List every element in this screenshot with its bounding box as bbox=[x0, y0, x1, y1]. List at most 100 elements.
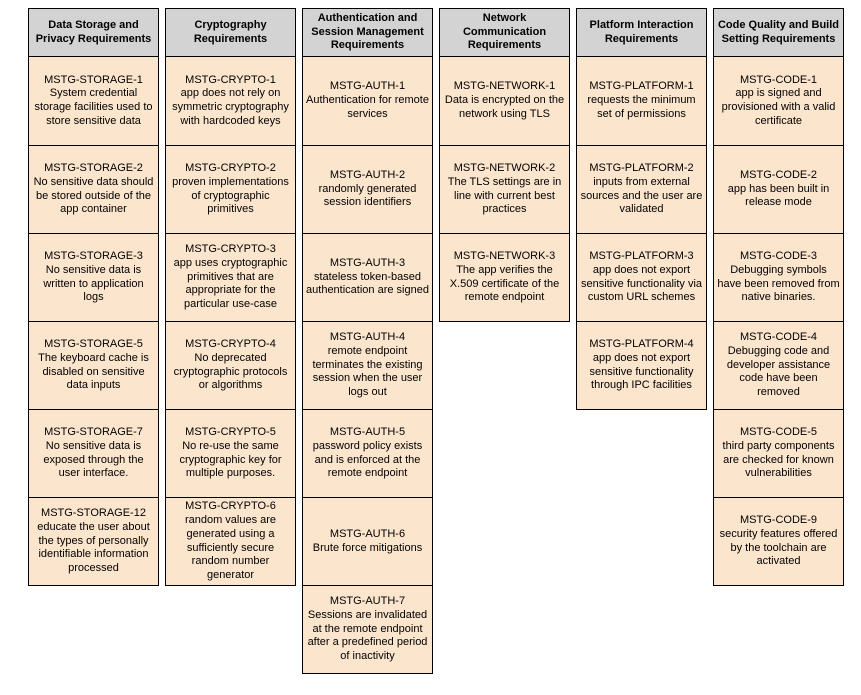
requirement-id: MSTG-STORAGE-7 bbox=[44, 426, 143, 438]
requirement-cell: MSTG-PLATFORM-2 inputs from external sour… bbox=[577, 145, 706, 233]
requirement-id: MSTG-CRYPTO-2 bbox=[185, 162, 276, 174]
requirement-text: No sensitive data is written to applicat… bbox=[43, 263, 144, 304]
requirement-cell: MSTG-CODE-3 Debugging symbols have been r… bbox=[714, 233, 843, 321]
requirement-text: app is signed and provisioned with a val… bbox=[721, 87, 836, 127]
requirement-text: inputs from external sources and the use… bbox=[580, 175, 703, 216]
requirement-text: app uses cryptographic primitives that a… bbox=[173, 256, 288, 311]
requirement-cell: MSTG-NETWORK-2 The TLS settings are in li… bbox=[440, 145, 569, 233]
requirement-id: MSTG-STORAGE-1 bbox=[44, 73, 143, 86]
requirement-cell: MSTG-PLATFORM-1 requests the minimum set … bbox=[577, 57, 706, 145]
column-header: Data Storage and Privacy Requirements bbox=[29, 9, 158, 57]
requirement-cell: MSTG-CODE-2 app has been built in release… bbox=[714, 145, 843, 233]
requirement-text: randomly generated session identifiers bbox=[318, 182, 417, 209]
requirement-cell: MSTG-CRYPTO-5 No re-use the same cryptogr… bbox=[166, 409, 295, 497]
requirement-text: Debugging symbols have been removed from… bbox=[717, 263, 840, 304]
requirement-cell: MSTG-AUTH-4 remote endpoint terminates th… bbox=[303, 321, 432, 409]
requirement-text: Brute force mitigations bbox=[312, 541, 423, 554]
column-header: Code Quality and Build Setting Requireme… bbox=[714, 9, 843, 57]
requirement-id: MSTG-PLATFORM-4 bbox=[589, 338, 694, 350]
requirement-id: MSTG-CODE-1 bbox=[740, 73, 817, 86]
requirement-text: proven implementations of cryptographic … bbox=[172, 175, 289, 216]
requirement-text: The app verifies the X.509 certificate o… bbox=[449, 263, 560, 304]
requirement-text: No deprecated cryptographic protocols or… bbox=[173, 351, 288, 392]
requirements-diagram: Data Storage and Privacy Requirements MST… bbox=[28, 8, 844, 674]
requirement-id: MSTG-CODE-5 bbox=[740, 426, 817, 438]
column-header: Network Communication Requirements bbox=[440, 9, 569, 57]
requirement-cell: MSTG-PLATFORM-4 app does not export sensi… bbox=[577, 321, 706, 409]
requirement-cell: MSTG-STORAGE-7 No sensitive data is expos… bbox=[29, 409, 158, 497]
requirement-text: stateless token-based authentication are… bbox=[306, 270, 429, 297]
requirement-text: third party components are checked for k… bbox=[722, 439, 835, 480]
requirement-id: MSTG-CRYPTO-4 bbox=[185, 338, 276, 350]
column-header: Authentication and Session Management Re… bbox=[303, 9, 432, 57]
column-platform: Platform Interaction Requirements MSTG-PL… bbox=[576, 8, 707, 410]
requirement-cell: MSTG-CRYPTO-6 random values are generated… bbox=[166, 497, 295, 585]
requirement-text: password policy exists and is enforced a… bbox=[312, 439, 423, 480]
requirement-cell: MSTG-STORAGE-1 System credential storage … bbox=[29, 57, 158, 145]
requirement-cell: MSTG-STORAGE-2 No sensitive data should b… bbox=[29, 145, 158, 233]
column-code-quality: Code Quality and Build Setting Requireme… bbox=[713, 8, 844, 586]
requirement-text: app does not export sensitive functional… bbox=[580, 263, 703, 304]
requirement-id: MSTG-NETWORK-3 bbox=[453, 250, 556, 262]
requirement-id: MSTG-AUTH-2 bbox=[329, 168, 406, 181]
column-data-storage: Data Storage and Privacy Requirements MST… bbox=[28, 8, 159, 586]
requirement-id: MSTG-AUTH-3 bbox=[329, 256, 406, 269]
requirement-id: MSTG-CODE-9 bbox=[740, 514, 817, 526]
requirement-text: No sensitive data is exposed through the… bbox=[43, 439, 144, 480]
requirement-cell: MSTG-AUTH-2 randomly generated session id… bbox=[303, 145, 432, 233]
requirement-id: MSTG-CODE-4 bbox=[740, 331, 817, 344]
requirement-cell: MSTG-PLATFORM-3 app does not export sensi… bbox=[577, 233, 706, 321]
requirement-cell: MSTG-CRYPTO-3 app uses cryptographic prim… bbox=[166, 233, 295, 321]
requirement-id: MSTG-STORAGE-3 bbox=[44, 250, 143, 262]
requirement-id: MSTG-NETWORK-1 bbox=[453, 80, 556, 93]
requirement-text: No re-use the same cryptographic key for… bbox=[179, 439, 282, 480]
requirement-id: MSTG-CRYPTO-5 bbox=[185, 426, 276, 438]
requirement-id: MSTG-STORAGE-5 bbox=[44, 338, 143, 350]
requirement-text: The TLS settings are in line with curren… bbox=[447, 175, 562, 216]
requirement-cell: MSTG-STORAGE-5 The keyboard cache is disa… bbox=[29, 321, 158, 409]
requirement-id: MSTG-CODE-3 bbox=[740, 250, 817, 262]
requirement-text: No sensitive data should be stored outsi… bbox=[33, 175, 154, 216]
requirement-cell: MSTG-STORAGE-12 educate the user about th… bbox=[29, 497, 158, 585]
requirement-id: MSTG-AUTH-1 bbox=[329, 80, 406, 93]
requirement-text: Debugging code and developer assistance … bbox=[726, 344, 831, 399]
requirement-id: MSTG-STORAGE-2 bbox=[44, 162, 143, 174]
requirement-cell: MSTG-AUTH-7 Sessions are invalidated at t… bbox=[303, 585, 432, 673]
requirement-cell: MSTG-CODE-4 Debugging code and developer … bbox=[714, 321, 843, 409]
requirement-id: MSTG-NETWORK-2 bbox=[453, 162, 556, 174]
requirement-text: random values are generated using a suff… bbox=[184, 514, 277, 581]
requirement-id: MSTG-AUTH-5 bbox=[329, 426, 406, 438]
requirement-text: Sessions are invalidated at the remote e… bbox=[307, 608, 428, 663]
requirement-text: requests the minimum set of permissions bbox=[587, 94, 696, 120]
requirement-cell: MSTG-NETWORK-3 The app verifies the X.509… bbox=[440, 233, 569, 321]
requirement-text: System credential storage facilities use… bbox=[34, 87, 153, 127]
requirement-id: MSTG-STORAGE-12 bbox=[41, 507, 146, 520]
requirement-text: security features offered by the toolcha… bbox=[719, 527, 838, 568]
requirement-text: app has been built in release mode bbox=[727, 182, 830, 209]
column-network: Network Communication Requirements MSTG-N… bbox=[439, 8, 570, 322]
requirement-id: MSTG-PLATFORM-1 bbox=[589, 80, 694, 93]
column-cryptography: Cryptography Requirements MSTG-CRYPTO-1 ap… bbox=[165, 8, 296, 586]
column-header: Platform Interaction Requirements bbox=[577, 9, 706, 57]
requirement-id: MSTG-AUTH-6 bbox=[329, 527, 406, 540]
column-header: Cryptography Requirements bbox=[166, 9, 295, 57]
requirement-cell: MSTG-CRYPTO-1 app does not rely on symmet… bbox=[166, 57, 295, 145]
requirement-cell: MSTG-CRYPTO-4 No deprecated cryptographic… bbox=[166, 321, 295, 409]
requirement-text: The keyboard cache is disabled on sensit… bbox=[38, 351, 149, 392]
requirement-id: MSTG-CRYPTO-6 bbox=[185, 500, 276, 513]
requirement-cell: MSTG-AUTH-5 password policy exists and is… bbox=[303, 409, 432, 497]
requirement-text: remote endpoint terminates the existing … bbox=[312, 344, 423, 399]
requirement-id: MSTG-PLATFORM-3 bbox=[589, 250, 694, 262]
requirement-text: Authentication for remote services bbox=[306, 94, 429, 120]
requirement-cell: MSTG-AUTH-6 Brute force mitigations bbox=[303, 497, 432, 585]
requirement-cell: MSTG-STORAGE-3 No sensitive data is writt… bbox=[29, 233, 158, 321]
requirement-cell: MSTG-CODE-9 security features offered by … bbox=[714, 497, 843, 585]
requirement-cell: MSTG-AUTH-1 Authentication for remote ser… bbox=[303, 57, 432, 145]
requirement-cell: MSTG-CRYPTO-2 proven implementations of c… bbox=[166, 145, 295, 233]
requirement-cell: MSTG-CODE-5 third party components are ch… bbox=[714, 409, 843, 497]
requirement-cell: MSTG-AUTH-3 stateless token-based authent… bbox=[303, 233, 432, 321]
requirement-text: Data is encrypted on the network using T… bbox=[444, 94, 565, 120]
requirement-id: MSTG-CRYPTO-1 bbox=[185, 73, 276, 86]
requirement-id: MSTG-AUTH-4 bbox=[329, 331, 406, 344]
requirement-cell: MSTG-NETWORK-1 Data is encrypted on the n… bbox=[440, 57, 569, 145]
